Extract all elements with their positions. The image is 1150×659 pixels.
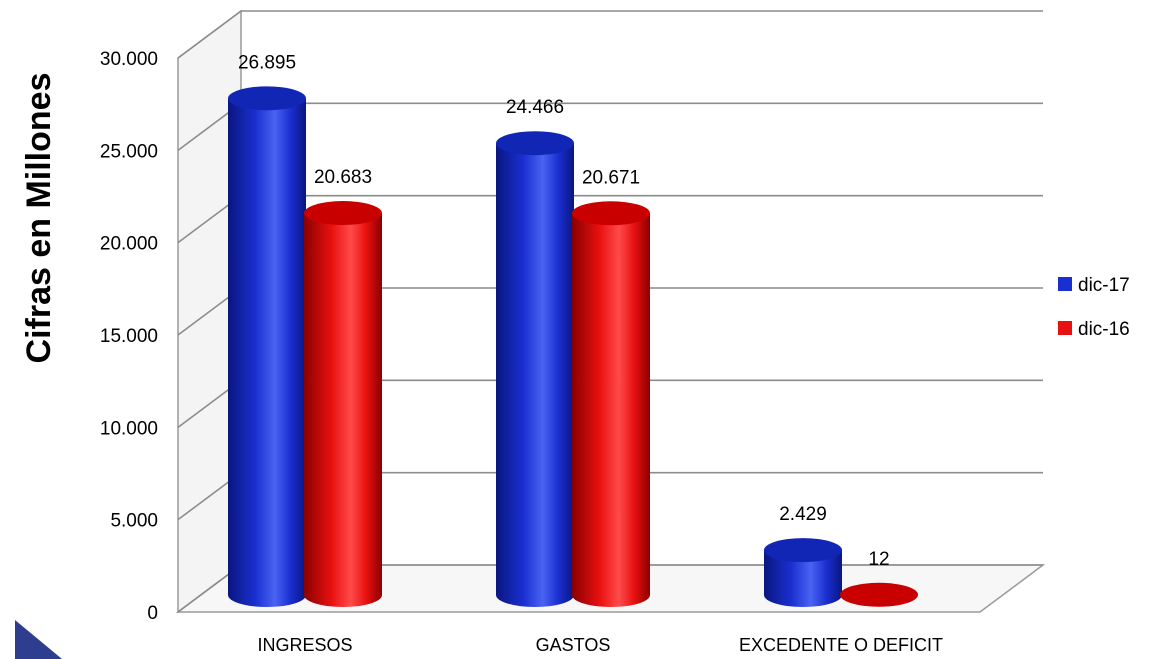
data-label: 20.671: [582, 167, 640, 188]
y-axis-title: Cifras en Millones: [20, 73, 58, 364]
bar-dic-16-0: [304, 201, 382, 607]
y-tick-label: 15.000: [100, 326, 158, 347]
legend-swatch-dic-17: [1058, 277, 1072, 291]
y-tick-label: 0: [147, 603, 158, 624]
cylinder-body: [764, 550, 842, 607]
cylinder-top: [228, 86, 306, 111]
bars: [228, 86, 918, 608]
data-label: 20.683: [314, 167, 372, 188]
legend-label: dic-16: [1078, 319, 1130, 340]
bar-dic-17-2: [764, 538, 842, 607]
data-label: 2.429: [779, 504, 827, 525]
data-label: 24.466: [506, 97, 564, 118]
cylinder-top: [840, 582, 918, 607]
y-tick-labels: 0 5.000 10.000 15.000 20.000 25.000 30.000: [100, 49, 158, 624]
legend: dic-17 dic-16: [1058, 275, 1130, 340]
data-labels: 26.895 20.683 24.466 20.671 2.429 12: [238, 52, 890, 569]
data-label: 12: [868, 549, 889, 570]
x-tick-label: EXCEDENTE O DEFICIT: [739, 635, 943, 655]
bar-dic-17-1: [496, 131, 574, 608]
gridline: [177, 102, 1043, 151]
corner-triangle-decoration: [15, 620, 62, 659]
x-tick-label: GASTOS: [536, 635, 611, 655]
cylinder-top: [304, 201, 382, 226]
x-tick-labels: INGRESOS GASTOS EXCEDENTE O DEFICIT: [257, 635, 943, 655]
y-tick-label: 25.000: [100, 141, 158, 162]
bar-dic-16-2: [840, 582, 918, 607]
y-tick-label: 5.000: [110, 511, 158, 532]
gridline: [177, 10, 1043, 59]
cylinder-body: [304, 213, 382, 607]
cylinder-top: [764, 538, 842, 563]
cylinder-top: [572, 201, 650, 226]
axis-titles: Cifras en Millones: [20, 73, 58, 364]
legend-swatch-dic-16: [1058, 321, 1072, 335]
bar-dic-16-1: [572, 201, 650, 607]
y-tick-label: 20.000: [100, 234, 158, 255]
data-label: 26.895: [238, 52, 296, 73]
cylinder-body: [496, 143, 574, 608]
cylinder-body: [572, 213, 650, 607]
cylinder-top: [496, 131, 574, 156]
legend-label: dic-17: [1078, 275, 1130, 296]
y-tick-label: 30.000: [100, 49, 158, 70]
cylinder-body: [228, 98, 306, 608]
bar-dic-17-0: [228, 86, 306, 608]
x-tick-label: INGRESOS: [257, 635, 352, 655]
y-tick-label: 10.000: [100, 418, 158, 439]
